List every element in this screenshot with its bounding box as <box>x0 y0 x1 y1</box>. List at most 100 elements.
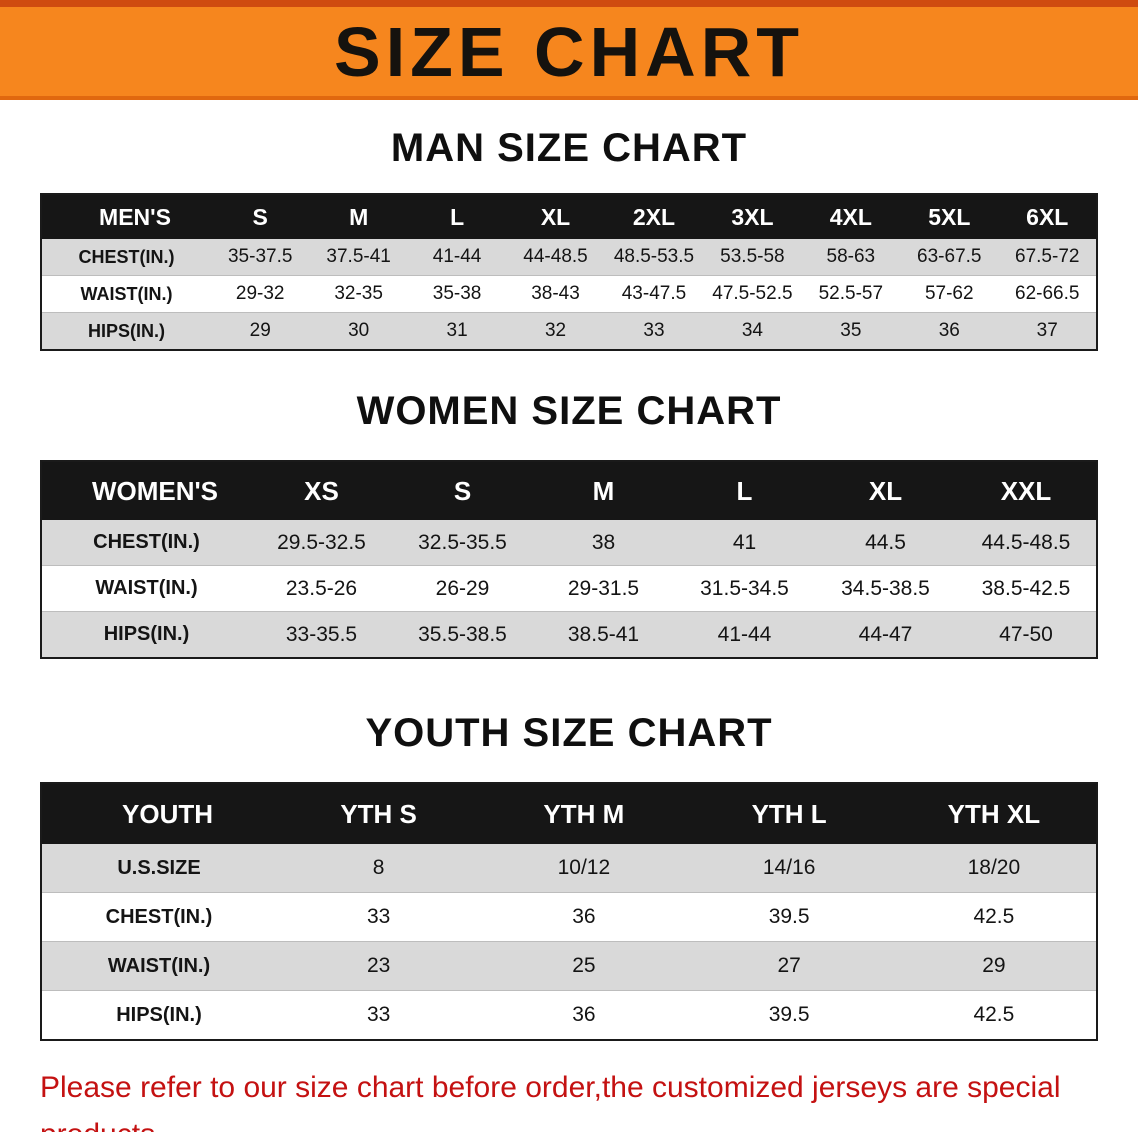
size-value: 37.5-41 <box>326 246 391 267</box>
row-label: CHEST(IN.) <box>78 246 175 267</box>
banner: SIZE CHART <box>0 0 1138 100</box>
table-row: U.S.SIZE 8 10/12 14/16 18/20 <box>41 844 1097 893</box>
disclaimer: Please refer to our size chart before or… <box>0 1065 1138 1132</box>
size-value: 48.5-53.5 <box>613 246 695 267</box>
size-value: 52.5-57 <box>818 283 884 304</box>
size-value: 47.5-52.5 <box>712 283 793 304</box>
size-value: 42.5 <box>973 905 1015 928</box>
size-value: 26-29 <box>435 576 490 600</box>
size-value: 44-47 <box>858 622 913 646</box>
table-corner-label: MEN'S <box>41 194 211 239</box>
size-value: 36 <box>572 1003 596 1026</box>
table-header-row: WOMEN'S XS S M L XL XXL <box>41 461 1097 520</box>
row-label: WAIST(IN.) <box>95 577 198 599</box>
size-value: 30 <box>348 320 370 341</box>
size-value: 34.5-38.5 <box>841 576 930 600</box>
table-row: HIPS(IN.) 33 36 39.5 42.5 <box>41 990 1097 1040</box>
row-label: U.S.SIZE <box>117 856 201 879</box>
size-value: 62-66.5 <box>1015 283 1080 304</box>
size-value: 39.5 <box>768 905 810 928</box>
size-value: 36 <box>572 905 596 928</box>
size-value: 44.5 <box>865 530 906 554</box>
size-value: 33 <box>366 905 391 928</box>
size-value: 38-43 <box>531 283 580 304</box>
size-value: 29 <box>249 320 271 341</box>
youth-section-heading: YOUTH SIZE CHART <box>365 711 773 755</box>
size-column-header: 6XL <box>998 194 1097 239</box>
row-label: CHEST(IN.) <box>93 531 200 553</box>
size-column-header: M <box>533 461 674 520</box>
women-size-section: WOMEN SIZE CHART WOMEN'S XS S M L XL XXL CHEST(… <box>0 389 1138 659</box>
size-value: 8 <box>372 856 385 879</box>
size-value: 32 <box>544 320 567 341</box>
table-row: CHEST(IN.) 35-37.5 37.5-41 41-44 44-48.5 48.5… <box>41 239 1097 276</box>
size-value: 63-67.5 <box>917 246 982 267</box>
size-value: 36 <box>938 320 960 341</box>
table-header-row: YOUTH YTH S YTH M YTH L YTH XL <box>41 783 1097 844</box>
size-value: 23.5-26 <box>285 576 358 600</box>
table-row: HIPS(IN.) 33-35.5 35.5-38.5 38.5-41 41-44 44-… <box>41 611 1097 658</box>
table-row: CHEST(IN.) 33 36 39.5 42.5 <box>41 892 1097 942</box>
men-size-table: MEN'S S M L XL 2XL 3XL 4XL 5XL 6XL CHEST(IN.) 35-37… <box>40 193 1098 351</box>
size-column-header: L <box>674 461 815 520</box>
page-title: SIZE CHART <box>334 12 804 91</box>
size-value: 29.5-32.5 <box>277 530 366 554</box>
size-value: 32.5-35.5 <box>418 530 507 554</box>
size-value: 33 <box>643 320 665 341</box>
table-row: WAIST(IN.) 23 25 27 29 <box>41 941 1097 991</box>
table-row: CHEST(IN.) 29.5-32.5 32.5-35.5 38 41 44.5 44.5… <box>41 520 1097 566</box>
size-column-header: XL <box>506 194 605 239</box>
size-column-header: 5XL <box>900 194 999 239</box>
row-label: WAIST(IN.) <box>107 954 211 977</box>
size-value: 29 <box>982 954 1006 977</box>
youth-size-table: YOUTH YTH S YTH M YTH L YTH XL U.S.SIZE 8 10/12… <box>40 782 1098 1041</box>
size-value: 18/20 <box>967 856 1021 879</box>
size-value: 31.5-34.5 <box>700 576 789 600</box>
size-column-header: M <box>309 194 408 239</box>
size-value: 38 <box>591 530 616 554</box>
size-column-header: YTH S <box>276 783 482 844</box>
size-column-header: XL <box>815 461 956 520</box>
size-value: 33 <box>366 1003 391 1026</box>
size-column-header: YTH L <box>686 783 892 844</box>
size-column-header: S <box>211 194 310 239</box>
size-column-header: 3XL <box>703 194 802 239</box>
women-section-heading: WOMEN SIZE CHART <box>356 389 782 433</box>
table-row: WAIST(IN.) 23.5-26 26-29 29-31.5 31.5-34.5 34… <box>41 565 1097 612</box>
table-header-row: MEN'S S M L XL 2XL 3XL 4XL 5XL 6XL <box>41 194 1097 239</box>
table-corner-label: YOUTH <box>41 783 276 844</box>
size-value: 10/12 <box>557 856 611 879</box>
row-label: HIPS(IN.) <box>116 1003 202 1026</box>
table-row: HIPS(IN.) 29 30 31 32 33 34 35 36 37 <box>41 312 1097 350</box>
size-column-header: XS <box>251 461 392 520</box>
size-charts: MAN SIZE CHART MEN'S S M L XL 2XL 3XL 4XL 5XL 6XL… <box>0 126 1138 1041</box>
size-value: 31 <box>446 320 468 341</box>
size-value: 44-48.5 <box>523 246 588 267</box>
size-value: 58-63 <box>826 246 876 267</box>
youth-size-section: YOUTH SIZE CHART YOUTH YTH S YTH M YTH L YTH… <box>0 711 1138 1041</box>
size-value: 29-32 <box>235 283 285 304</box>
size-value: 39.5 <box>768 1003 810 1026</box>
size-value: 35.5-38.5 <box>418 622 507 646</box>
size-value: 34 <box>741 320 763 341</box>
men-size-section: MAN SIZE CHART MEN'S S M L XL 2XL 3XL 4XL 5XL 6XL… <box>0 126 1138 351</box>
size-column-header: XXL <box>956 461 1097 520</box>
size-value: 32-35 <box>334 283 383 304</box>
size-column-header: YTH M <box>481 783 687 844</box>
row-label: WAIST(IN.) <box>80 283 173 304</box>
size-value: 41-44 <box>432 246 482 267</box>
size-value: 38.5-42.5 <box>981 576 1071 600</box>
size-value: 33-35.5 <box>285 622 358 646</box>
size-value: 44.5-48.5 <box>981 530 1071 554</box>
size-column-header: 4XL <box>801 194 901 239</box>
size-value: 27 <box>777 954 801 977</box>
size-column-header: L <box>407 194 507 239</box>
size-column-header: S <box>392 461 533 520</box>
size-column-header: YTH XL <box>891 783 1097 844</box>
size-value: 41-44 <box>717 622 772 646</box>
size-value: 47-50 <box>999 622 1053 646</box>
size-value: 35-37.5 <box>227 246 293 267</box>
size-value: 42.5 <box>973 1003 1015 1026</box>
size-value: 23 <box>366 954 391 977</box>
